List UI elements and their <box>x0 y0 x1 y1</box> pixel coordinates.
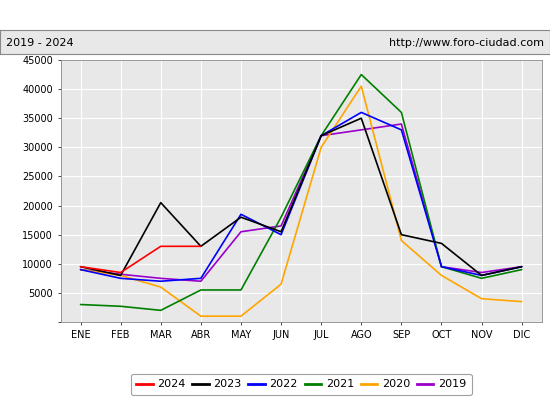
Legend: 2024, 2023, 2022, 2021, 2020, 2019: 2024, 2023, 2022, 2021, 2020, 2019 <box>131 374 471 395</box>
Text: Evolucion Nº Turistas Nacionales en el municipio de el Campello: Evolucion Nº Turistas Nacionales en el m… <box>74 8 476 22</box>
Text: http://www.foro-ciudad.com: http://www.foro-ciudad.com <box>389 38 544 48</box>
Text: 2019 - 2024: 2019 - 2024 <box>6 38 73 48</box>
